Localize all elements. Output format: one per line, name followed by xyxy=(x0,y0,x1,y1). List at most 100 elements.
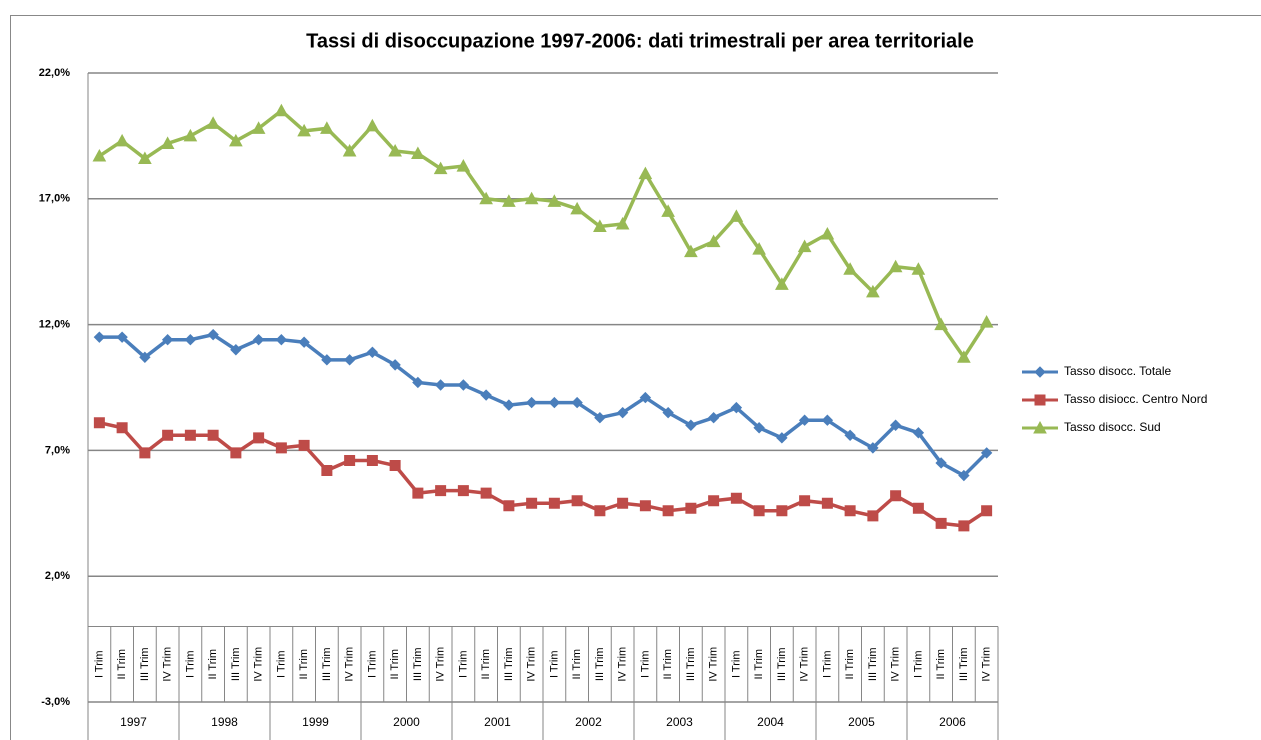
data-point xyxy=(412,487,424,499)
data-point xyxy=(911,262,926,275)
x-tick-label: I Trim xyxy=(639,651,651,679)
data-point xyxy=(321,354,333,366)
data-point xyxy=(981,505,993,517)
data-point xyxy=(867,442,879,454)
x-tick-label: II Trim xyxy=(844,649,856,680)
data-point xyxy=(274,103,289,117)
data-point xyxy=(593,219,607,232)
data-point xyxy=(548,396,561,409)
data-point xyxy=(639,500,651,512)
data-point xyxy=(93,417,105,429)
x-tick-label: III Trim xyxy=(685,647,697,681)
data-point xyxy=(548,497,560,509)
data-point xyxy=(435,485,447,497)
data-point xyxy=(411,146,425,160)
data-point xyxy=(412,376,424,389)
data-point xyxy=(866,284,880,298)
data-point xyxy=(935,517,947,529)
data-point xyxy=(526,497,538,509)
x-tick-label: IV Trim xyxy=(162,647,174,682)
data-point xyxy=(93,331,106,343)
x-tick-label: II Trim xyxy=(571,649,583,680)
data-point xyxy=(798,414,811,426)
data-point xyxy=(253,432,265,444)
x-tick-label: IV Trim xyxy=(253,647,265,682)
data-point xyxy=(388,143,402,157)
x-tick-label: II Trim xyxy=(935,649,947,680)
x-tick-label: IV Trim xyxy=(799,647,811,682)
data-point xyxy=(685,502,697,514)
data-point xyxy=(661,204,675,217)
data-point xyxy=(706,234,721,248)
year-label: 2001 xyxy=(484,715,511,729)
data-point xyxy=(889,419,902,431)
data-point xyxy=(480,389,492,401)
year-label: 2004 xyxy=(757,715,784,729)
data-point xyxy=(184,333,197,346)
data-point xyxy=(730,492,742,504)
data-point xyxy=(366,454,378,466)
y-tick-label: 22,0% xyxy=(39,67,70,79)
y-tick-label: 12,0% xyxy=(39,319,70,331)
data-point xyxy=(275,442,287,454)
x-tick-label: IV Trim xyxy=(981,647,993,682)
x-tick-label: IV Trim xyxy=(344,647,356,682)
data-point xyxy=(183,128,198,142)
data-point xyxy=(503,500,515,512)
legend-marker xyxy=(1034,394,1046,406)
data-point xyxy=(343,354,356,366)
legend-label: Tasso disocc. Totale xyxy=(1064,364,1171,378)
data-point xyxy=(980,447,993,459)
data-point xyxy=(707,411,720,424)
data-point xyxy=(229,133,243,147)
legend-label: Tasso disocc. Sud xyxy=(1064,420,1161,434)
x-tick-label: II Trim xyxy=(298,649,310,680)
data-point xyxy=(230,344,242,356)
year-label: 2006 xyxy=(939,715,966,729)
data-point xyxy=(434,379,447,391)
data-point xyxy=(298,336,310,348)
data-point xyxy=(92,148,107,162)
data-point xyxy=(753,422,765,434)
legend-marker xyxy=(1033,420,1047,434)
data-point xyxy=(776,432,788,444)
x-tick-label: III Trim xyxy=(867,647,879,681)
year-label: 2005 xyxy=(848,715,875,729)
data-point xyxy=(616,406,629,419)
data-point xyxy=(685,419,697,431)
x-tick-label: I Trim xyxy=(366,651,378,679)
data-point xyxy=(116,422,128,434)
data-point xyxy=(115,133,129,147)
data-point xyxy=(639,391,652,404)
data-point xyxy=(297,123,311,137)
year-label: 2002 xyxy=(575,715,602,729)
x-tick-label: IV Trim xyxy=(617,647,629,682)
x-tick-label: IV Trim xyxy=(890,647,902,682)
x-tick-label: I Trim xyxy=(275,651,287,679)
data-point xyxy=(207,429,219,441)
data-point xyxy=(138,151,152,165)
x-tick-label: IV Trim xyxy=(708,647,720,682)
year-label: 1997 xyxy=(120,715,147,729)
data-point xyxy=(571,396,583,409)
data-point xyxy=(162,429,174,441)
x-tick-label: III Trim xyxy=(594,647,606,681)
data-point xyxy=(456,159,471,172)
data-point xyxy=(571,495,583,507)
legend-marker xyxy=(1034,366,1046,378)
x-tick-label: IV Trim xyxy=(435,647,447,682)
data-point xyxy=(389,359,401,371)
data-point xyxy=(365,118,380,132)
series-line xyxy=(98,421,988,528)
y-tick-label: 7,0% xyxy=(45,444,70,456)
data-point xyxy=(662,406,674,419)
data-point xyxy=(662,505,674,517)
data-point xyxy=(389,459,401,471)
data-point xyxy=(844,505,856,517)
data-point xyxy=(251,121,266,134)
data-point xyxy=(524,191,539,205)
data-point xyxy=(615,216,630,230)
x-tick-label: III Trim xyxy=(412,647,424,681)
data-point xyxy=(797,239,812,253)
